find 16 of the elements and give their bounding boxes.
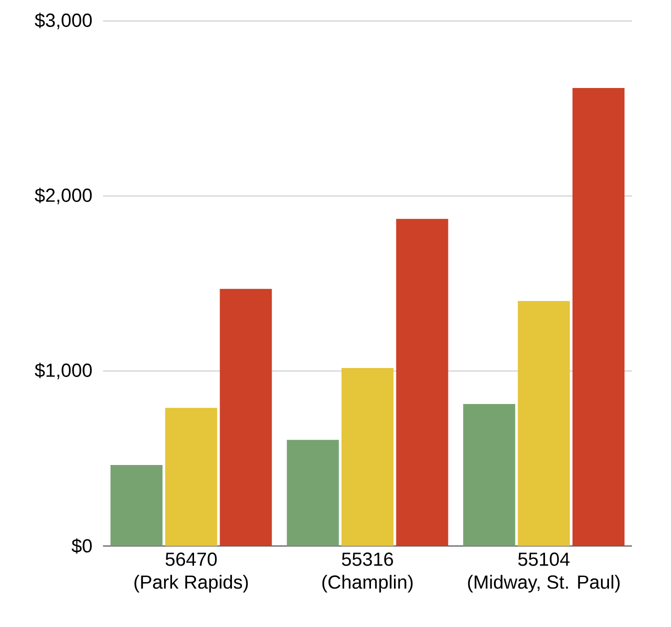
- bar: [396, 218, 448, 546]
- bar: [518, 300, 570, 546]
- y-tick-label: $2,000: [34, 188, 92, 204]
- x-tick-label: 55316 (Champlin): [322, 552, 413, 593]
- y-tick-label: $1,000: [34, 362, 92, 380]
- bar: [286, 440, 339, 546]
- y-tick-label: $0: [72, 538, 92, 554]
- bar: [220, 288, 272, 546]
- bar: [165, 408, 218, 546]
- bar: [110, 464, 163, 546]
- y-tick-label: $3,000: [34, 12, 92, 30]
- bar: [341, 368, 394, 546]
- x-tick-label: 56470 (Park Rapids): [134, 552, 248, 593]
- x-tick-label: 55104 (Midway, St. Paul): [468, 552, 620, 593]
- bar: [463, 404, 516, 546]
- bar: [572, 88, 625, 546]
